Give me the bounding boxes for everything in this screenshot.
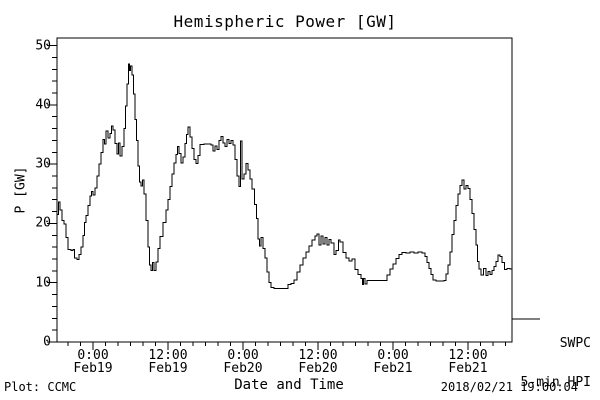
x-axis-title: Date and Time: [234, 377, 344, 393]
data-series-line: [57, 63, 513, 290]
plot-credit: Plot: CCMC: [4, 380, 77, 394]
y-tick-label: 10: [35, 275, 51, 291]
y-tick-label: 40: [35, 97, 51, 113]
x-tick-label: 0:00 Feb19: [73, 348, 113, 376]
x-tick-label: 12:00 Feb19: [148, 348, 188, 376]
legend-series-name: SWPC: [559, 336, 591, 351]
y-tick-label: 0: [43, 334, 51, 350]
y-axis-title: P [GW]: [13, 166, 29, 214]
x-tick-label: 0:00 Feb21: [373, 348, 413, 376]
y-tick-label: 50: [35, 38, 51, 54]
y-tick-label: 20: [35, 215, 51, 231]
generated-timestamp: 2018/02/21 19:00:04: [440, 380, 578, 394]
y-tick-label: 30: [35, 156, 51, 172]
legend-series-desc: 5-min HPI: [520, 375, 591, 390]
x-tick-label: 12:00 Feb21: [448, 348, 488, 376]
x-tick-label: 0:00 Feb20: [223, 348, 263, 376]
chart-title: Hemispheric Power [GW]: [173, 12, 397, 31]
plot-border: [56, 37, 513, 343]
x-tick-label: 12:00 Feb20: [298, 348, 338, 376]
legend: SWPC 5-min HPI: [521, 311, 591, 400]
